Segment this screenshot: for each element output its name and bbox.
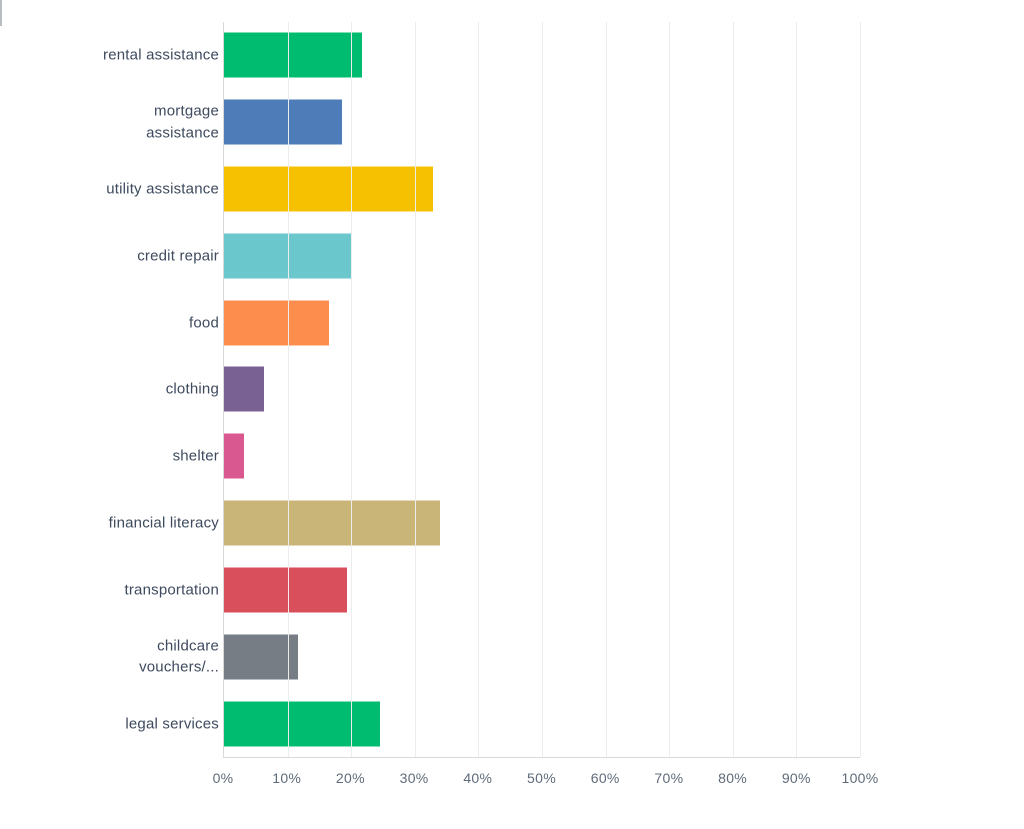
x-tick-label: 40% (463, 770, 493, 786)
gridline (669, 22, 671, 757)
bar-row: financial literacy (109, 490, 860, 557)
category-label: mortgage assistance (146, 102, 219, 142)
bar-row: utility assistance (106, 156, 860, 223)
bar-transportation[interactable] (224, 567, 347, 613)
x-tick-label: 0% (212, 770, 234, 786)
bar-rows: rental assistance mortgage assistance util… (103, 22, 860, 757)
bar-shelter[interactable] (224, 433, 244, 479)
category-label: food (189, 314, 219, 332)
bar-row: childcare vouchers/... (139, 623, 860, 690)
bar-utility-assistance[interactable] (224, 166, 433, 212)
bar-childcare-vouchers[interactable] (224, 634, 299, 680)
x-tick-label: 30% (399, 770, 429, 786)
bar-row: clothing (166, 356, 860, 423)
plot-area: rental assistance mortgage assistance util… (103, 22, 861, 758)
bar-mortgage-assistance[interactable] (224, 99, 342, 145)
x-tick-label: 100% (841, 770, 879, 786)
gridline (478, 22, 480, 757)
category-label: credit repair (137, 247, 219, 265)
gridline (605, 22, 607, 757)
gridline (542, 22, 543, 757)
category-label: legal services (125, 714, 219, 732)
gridline (796, 22, 798, 757)
bar-row: shelter (173, 423, 860, 490)
category-label: shelter (172, 447, 219, 465)
bar-row: transportation (124, 557, 860, 624)
x-tick-label: 20% (335, 770, 365, 786)
x-tick-label: 10% (272, 770, 302, 786)
category-label: rental assistance (103, 46, 219, 64)
bar-row: rental assistance (103, 22, 860, 89)
category-label: utility assistance (106, 180, 219, 198)
bar-row: legal services (125, 690, 860, 757)
gridline (732, 22, 734, 757)
category-label: clothing (165, 380, 219, 398)
x-tick-label: 90% (781, 770, 811, 786)
bar-row: mortgage assistance (146, 89, 860, 156)
bar-clothing[interactable] (224, 366, 265, 412)
bar-legal-services[interactable] (224, 701, 381, 747)
gridline (414, 22, 416, 757)
x-tick-label: 80% (718, 770, 748, 786)
bar-rental-assistance[interactable] (224, 32, 362, 78)
gridline (287, 22, 289, 757)
bar-financial-literacy[interactable] (224, 500, 440, 546)
bar-row: food (189, 289, 860, 356)
x-tick-label: 60% (590, 770, 620, 786)
category-label: childcare vouchers/... (139, 637, 219, 676)
page-edge-artifact (0, 0, 2, 26)
gridline (351, 22, 353, 757)
x-tick-label: 50% (527, 770, 556, 786)
x-axis: 0% 10% 20% 30% 40% 50% 60% 70% 80% 90% 100% (213, 770, 879, 790)
bar-food[interactable] (224, 300, 329, 346)
x-tick-label: 70% (654, 770, 684, 786)
gridline (860, 22, 861, 757)
category-label: transportation (124, 581, 219, 599)
category-label: financial literacy (108, 514, 219, 532)
